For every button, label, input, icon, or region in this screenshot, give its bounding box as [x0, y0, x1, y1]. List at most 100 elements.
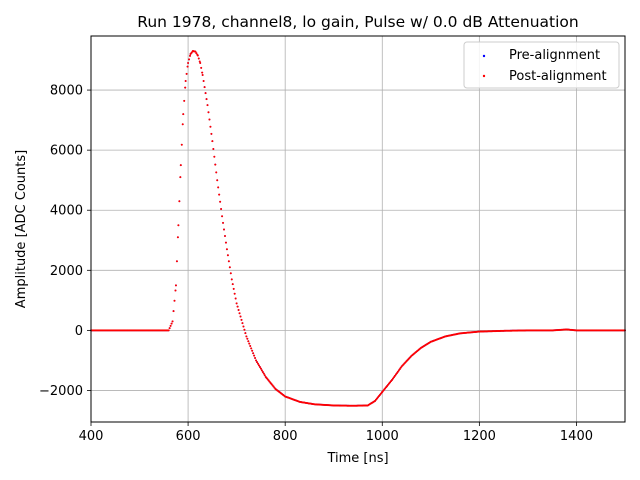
data-point [223, 235, 226, 238]
data-point [251, 349, 254, 352]
y-tick-label: 6000 [50, 144, 83, 159]
data-point [217, 186, 220, 189]
data-point [229, 272, 232, 275]
data-point [231, 283, 234, 286]
y-tick-label: 0 [75, 324, 83, 339]
data-point [248, 342, 251, 345]
data-point [208, 118, 211, 121]
data-point [204, 92, 207, 95]
data-point [170, 322, 173, 325]
data-point [224, 241, 227, 244]
series-layer [90, 50, 626, 407]
x-tick-label: 400 [79, 429, 104, 444]
data-point [206, 104, 209, 107]
data-point [260, 369, 263, 372]
data-point [246, 337, 249, 340]
data-point [207, 111, 210, 114]
y-axis-label: Amplitude [ADC Counts] [14, 150, 29, 308]
data-point [187, 62, 190, 65]
data-point [174, 284, 177, 287]
data-point [209, 125, 212, 128]
data-point [219, 200, 222, 203]
x-tick-label: 1400 [560, 429, 593, 444]
data-point [255, 359, 258, 362]
y-tick-label: 4000 [50, 204, 83, 219]
data-point [235, 302, 238, 305]
data-point [222, 221, 225, 224]
data-point [244, 332, 247, 335]
data-point [233, 292, 236, 295]
data-point [169, 324, 172, 327]
data-point [174, 289, 177, 292]
x-tick-label: 800 [273, 429, 298, 444]
data-point [189, 54, 192, 57]
data-point [241, 322, 244, 325]
data-point [215, 171, 218, 174]
data-point [171, 320, 174, 323]
data-point [184, 80, 187, 83]
x-tick-label: 1200 [463, 429, 496, 444]
data-point [257, 364, 260, 367]
data-point [175, 260, 178, 263]
data-point [213, 155, 216, 158]
legend: Pre-alignment Post-alignment [463, 41, 620, 89]
data-point [250, 347, 253, 350]
data-point [203, 86, 206, 89]
data-point [216, 179, 219, 182]
data-point [237, 308, 240, 311]
data-point [205, 98, 208, 101]
y-tick-label: −2000 [39, 384, 83, 399]
data-point [257, 362, 259, 365]
data-point [172, 310, 175, 313]
data-point [249, 345, 252, 347]
data-point [252, 352, 255, 355]
data-point [198, 60, 201, 63]
data-point [226, 254, 229, 257]
data-point [199, 62, 202, 65]
data-point [221, 215, 224, 218]
chart-title: Run 1978, channel8, lo gain, Pulse w/ 0.… [137, 13, 578, 31]
data-point [212, 147, 215, 150]
x-tick-label: 600 [176, 429, 201, 444]
legend-label-post-alignment: Post-alignment [509, 69, 607, 84]
data-point [259, 367, 262, 370]
data-point [184, 86, 187, 89]
data-point [194, 50, 197, 53]
data-point [239, 315, 242, 318]
x-axis-label: Time [ns] [326, 451, 388, 466]
data-point [262, 372, 265, 375]
data-point [196, 54, 199, 57]
data-point [218, 193, 221, 196]
data-point [168, 327, 171, 330]
data-point [185, 72, 188, 75]
legend-label-pre-alignment: Pre-alignment [509, 48, 600, 63]
data-point [183, 99, 186, 102]
data-point [200, 66, 203, 69]
x-tick-label: 1000 [366, 429, 399, 444]
data-point [225, 248, 228, 251]
data-point [186, 65, 189, 68]
data-point [181, 123, 184, 126]
data-point [242, 325, 245, 328]
data-point [245, 335, 248, 338]
data-point [201, 74, 204, 77]
data-point [214, 163, 217, 166]
legend-box [463, 41, 620, 89]
y-tick-label: 8000 [50, 84, 83, 99]
data-point [173, 299, 176, 302]
data-point [176, 236, 179, 239]
data-point [254, 357, 257, 360]
data-point [197, 57, 200, 60]
legend-marker-pre-alignment [482, 54, 486, 58]
legend-marker-post-alignment [482, 74, 486, 78]
data-point [228, 266, 231, 269]
data-point [178, 200, 181, 203]
data-point [227, 260, 230, 263]
y-tick-label: 2000 [50, 264, 83, 279]
data-point [188, 58, 191, 61]
data-point [236, 305, 239, 308]
data-point [258, 366, 261, 369]
ticks: 400 600 800 1000 1200 1400 −2000 0 2000 4000 6000 8… [39, 84, 593, 444]
data-point [182, 113, 185, 116]
